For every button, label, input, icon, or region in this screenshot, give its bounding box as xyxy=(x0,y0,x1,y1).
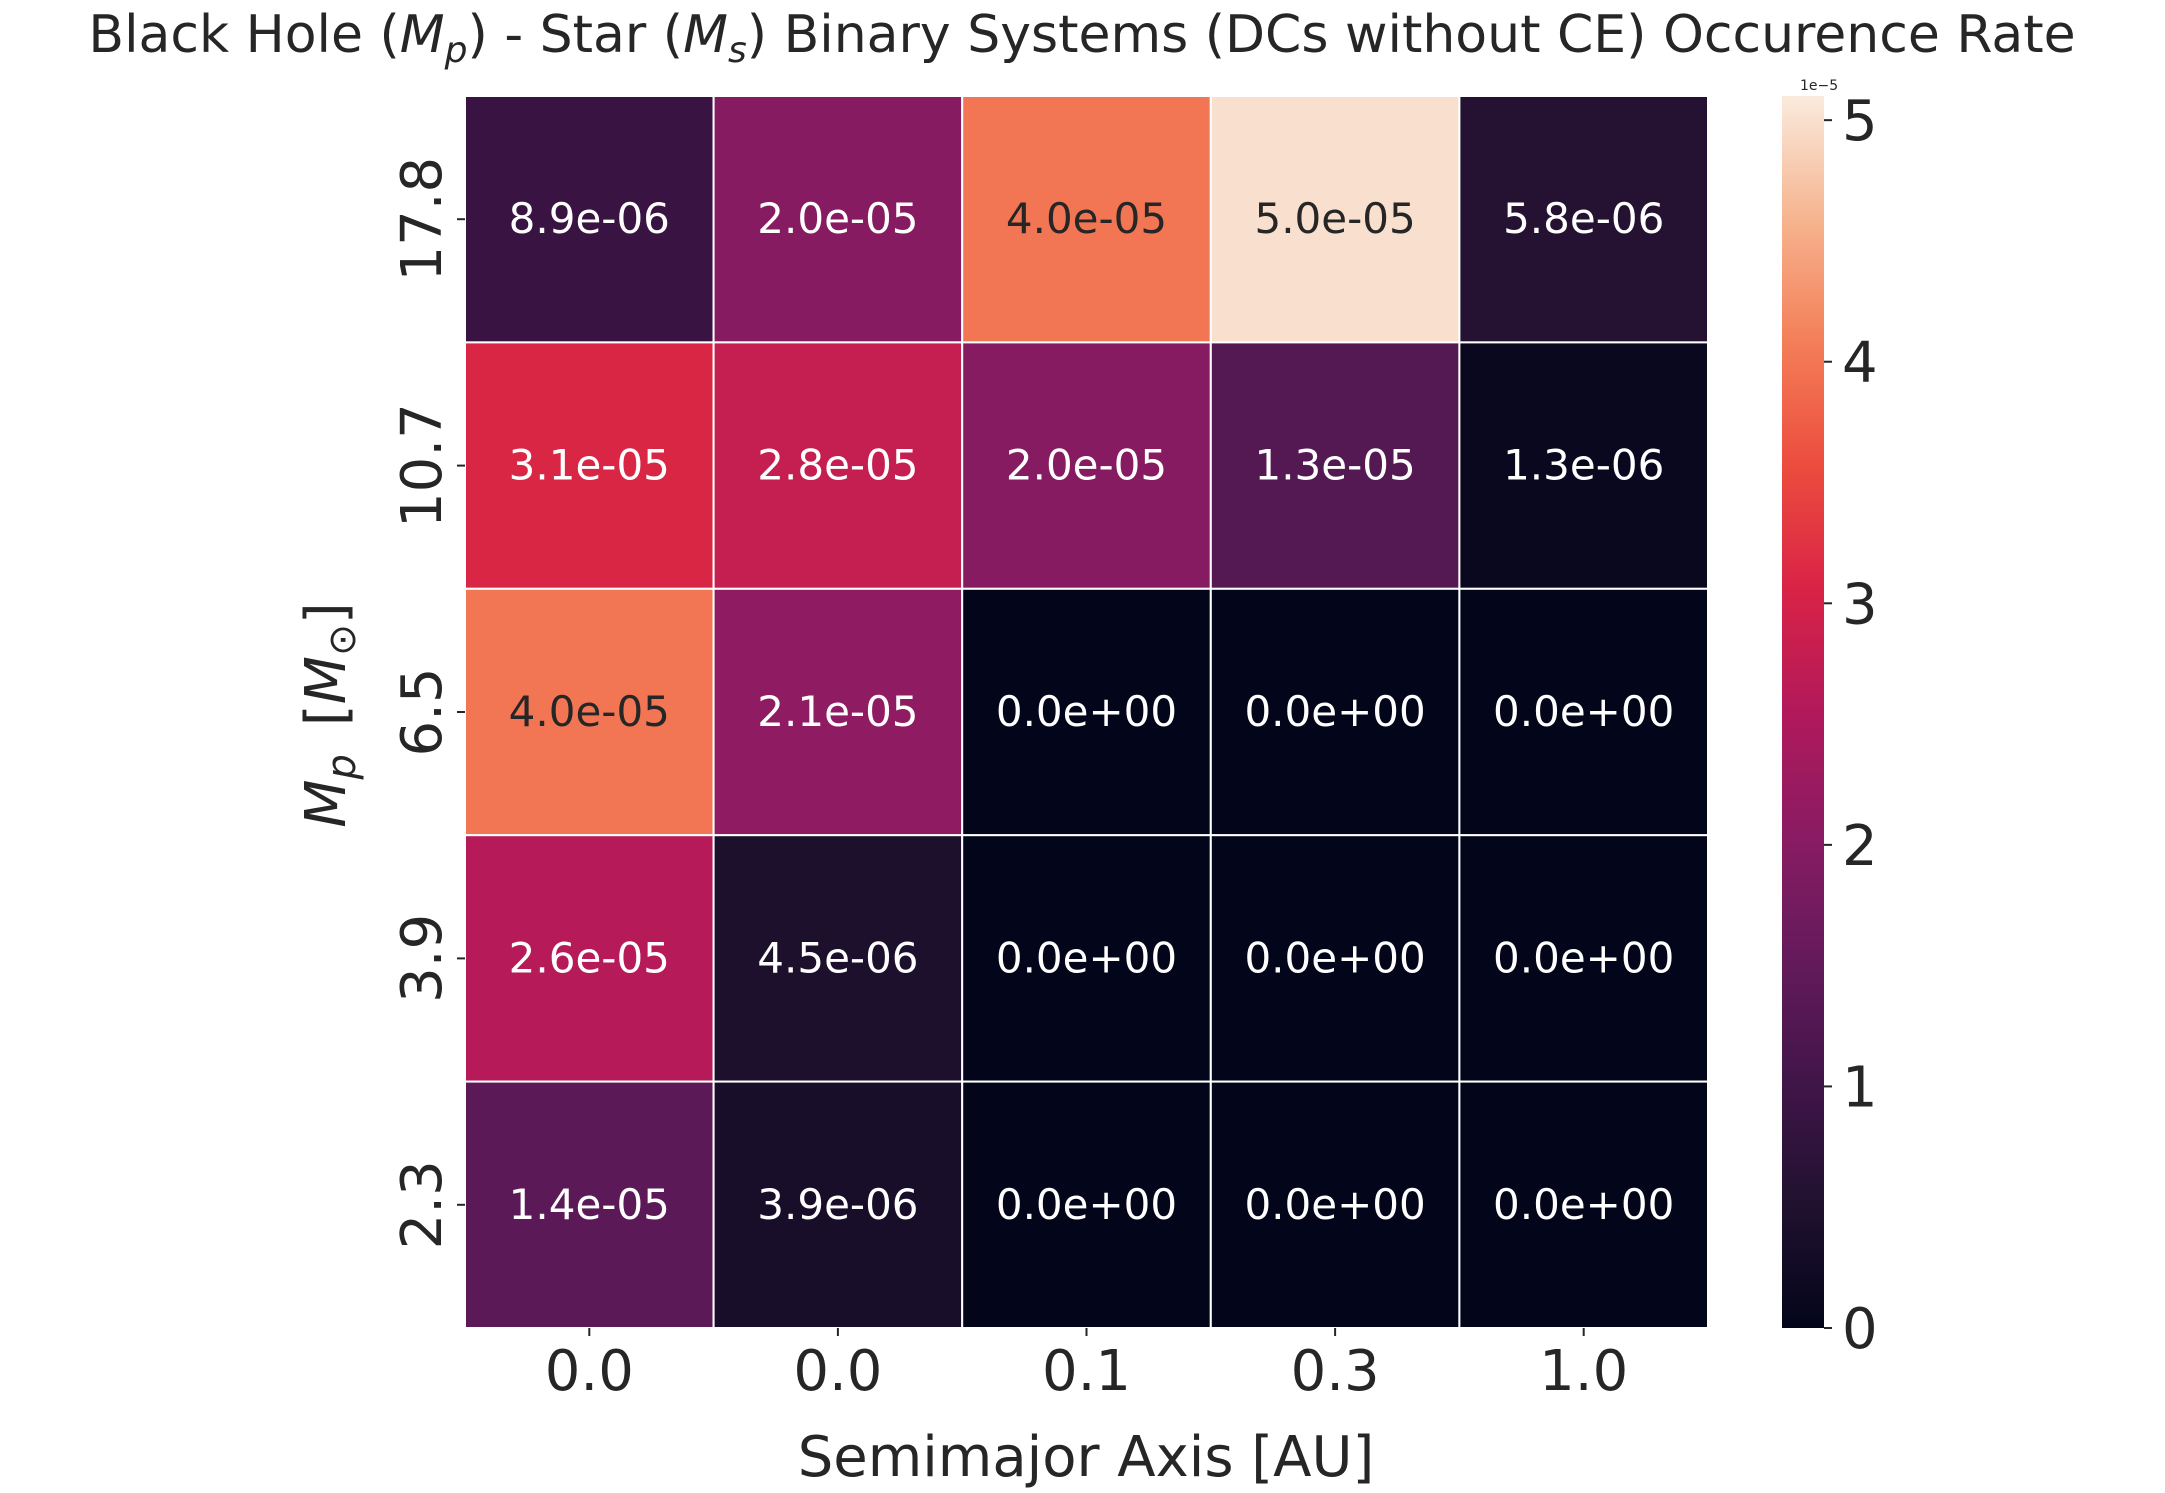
cell-value-label: 3.9e-06 xyxy=(757,1180,918,1229)
y-tick-label: 6.5 xyxy=(390,667,455,756)
cell-value-label: 3.1e-05 xyxy=(509,441,670,490)
cell-value-label: 2.6e-05 xyxy=(509,933,670,982)
colorbar-tick-label: 2 xyxy=(1842,814,1878,879)
heatmap-cells xyxy=(464,95,1710,1329)
x-tick-label: 0.0 xyxy=(545,1339,634,1404)
cell-value-label: 4.5e-06 xyxy=(757,933,918,982)
cell-value-label: 0.0e+00 xyxy=(1244,687,1425,736)
heatmap-cell xyxy=(1458,587,1710,837)
y-tick-label: 3.9 xyxy=(390,914,455,1003)
y-axis-ticks: 17.8 10.7 6.5 3.9 2.3 xyxy=(390,157,465,1249)
heatmap-cell xyxy=(961,1080,1212,1329)
x-tick-label: 0.0 xyxy=(793,1339,882,1404)
heatmap-cell xyxy=(1458,834,1710,1083)
y-tick-label: 10.7 xyxy=(390,403,455,528)
heatmap-cell-labels: 8.9e-06 2.0e-05 4.0e-05 5.0e-05 5.8e-06 3.1e-… xyxy=(509,194,1675,1229)
heatmap-cell xyxy=(712,1080,964,1329)
colorbar-tick-label: 3 xyxy=(1842,572,1878,637)
cell-value-label: 1.3e-06 xyxy=(1503,441,1664,490)
cell-value-label: 0.0e+00 xyxy=(1493,687,1674,736)
cell-value-label: 0.0e+00 xyxy=(996,933,1177,982)
heatmap-cell xyxy=(1458,341,1710,590)
heatmap-cell xyxy=(712,95,964,344)
heatmap-cell xyxy=(961,587,1212,837)
cell-value-label: 2.8e-05 xyxy=(757,441,918,490)
y-tick-label: 17.8 xyxy=(390,157,455,282)
cell-value-label: 4.0e-05 xyxy=(509,687,670,736)
heatmap-cell xyxy=(961,341,1212,590)
cell-value-label: 0.0e+00 xyxy=(996,1180,1177,1229)
cell-value-label: 0.0e+00 xyxy=(1493,1180,1674,1229)
cell-value-label: 0.0e+00 xyxy=(1244,1180,1425,1229)
heatmap-cell xyxy=(464,95,715,344)
heatmap-cell xyxy=(1458,95,1710,344)
cell-value-label: 0.0e+00 xyxy=(1244,933,1425,982)
heatmap-cell xyxy=(1458,1080,1710,1329)
colorbar-multiplier: 1e−5 xyxy=(1800,78,1838,94)
heatmap-cell xyxy=(961,834,1212,1083)
x-tick-label: 0.3 xyxy=(1291,1339,1380,1404)
y-tick-label: 2.3 xyxy=(390,1160,455,1249)
colorbar xyxy=(1782,96,1824,1328)
cell-value-label: 5.0e-05 xyxy=(1254,194,1415,243)
heatmap-cell xyxy=(1209,587,1461,837)
colorbar-tick-label: 0 xyxy=(1842,1297,1878,1362)
heatmap-cell xyxy=(1209,95,1461,344)
colorbar-tick-label: 4 xyxy=(1842,331,1878,396)
heatmap-cell xyxy=(712,587,964,837)
x-axis-label: Semimajor Axis [AU] xyxy=(798,1425,1375,1490)
cell-value-label: 2.0e-05 xyxy=(1006,441,1167,490)
cell-value-label: 4.0e-05 xyxy=(1006,194,1167,243)
heatmap-cell xyxy=(961,95,1212,344)
cell-value-label: 2.0e-05 xyxy=(757,194,918,243)
heatmap-cell xyxy=(712,834,964,1083)
y-axis-label: Mp[M⊙] xyxy=(294,602,365,828)
x-axis-ticks: 0.0 0.0 0.1 0.3 1.0 xyxy=(545,1328,1628,1404)
colorbar-tick-label: 5 xyxy=(1842,89,1878,154)
cell-value-label: 8.9e-06 xyxy=(509,194,670,243)
cell-value-label: 5.8e-06 xyxy=(1503,194,1664,243)
chart-title: Black Hole (Mp) - Star (Ms) Binary Syste… xyxy=(88,5,2075,71)
colorbar-ticks: 0 1 2 3 4 5 xyxy=(1824,89,1878,1362)
colorbar-tick-label: 1 xyxy=(1842,1055,1878,1120)
heatmap-cell xyxy=(464,1080,715,1329)
x-tick-label: 0.1 xyxy=(1042,1339,1131,1404)
heatmap-cell xyxy=(464,341,715,590)
cell-value-label: 0.0e+00 xyxy=(1493,933,1674,982)
cell-value-label: 1.3e-05 xyxy=(1254,441,1415,490)
x-tick-label: 1.0 xyxy=(1539,1339,1628,1404)
heatmap-cell xyxy=(1209,834,1461,1083)
cell-value-label: 2.1e-05 xyxy=(757,687,918,736)
cell-value-label: 1.4e-05 xyxy=(509,1180,670,1229)
cell-value-label: 0.0e+00 xyxy=(996,687,1177,736)
